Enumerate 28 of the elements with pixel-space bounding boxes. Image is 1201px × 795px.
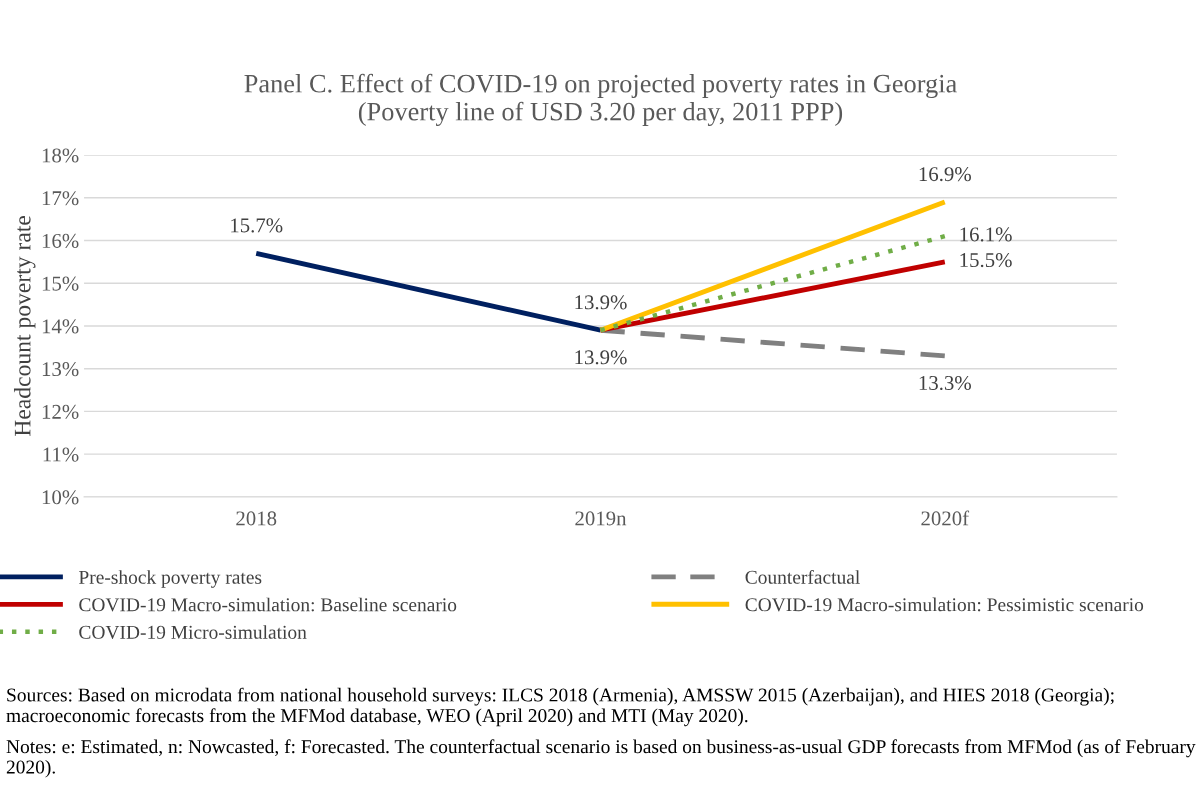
legend-label: COVID-19 Micro-simulation	[79, 625, 307, 639]
y-tick-label: 17%	[42, 191, 79, 206]
legend-label: Counterfactual	[745, 569, 860, 584]
y-tick-label: 12%	[42, 404, 79, 419]
text: Notes: e: Estimated, n: Nowcasted, f: Forecasted. The counterfactual scenario is based on business-as-usual GDP forecasts from MFMod (as of February 2020).	[6, 739, 1196, 778]
y-axis-title: Headcount poverty rate	[13, 215, 36, 437]
y-tick-label: 13%	[42, 362, 79, 377]
data-label: 16.1%	[960, 227, 1012, 242]
y-tick-label: 15%	[42, 276, 79, 291]
data-label: 15.5%	[960, 253, 1012, 268]
data-label: 15.7%	[231, 218, 283, 233]
y-tick-label: 16%	[42, 233, 79, 248]
y-tick-label: 10%	[42, 490, 79, 505]
data-label: 13.9%	[575, 295, 627, 310]
x-tick-label: 2018	[236, 511, 277, 526]
chart-title: Panel C. Effect of COVID-19 on projected poverty rates in Georgia (Poverty line of USD 3.20 per day, 2011 PPP)	[244, 73, 957, 126]
legend-label: COVID-19 Macro-simulation: Pessimistic scenario	[745, 597, 1144, 612]
y-tick-label: 11%	[43, 447, 79, 462]
y-tick-label: 18%	[42, 148, 79, 163]
legend-label: COVID-19 Macro-simulation: Baseline scenario	[79, 597, 457, 612]
data-label: 13.9%	[575, 350, 627, 365]
data-label: 13.3%	[919, 375, 971, 391]
y-tick-label: 14%	[42, 319, 79, 334]
x-tick-label: 2020f	[921, 510, 970, 526]
source-note: Sources: Based on microdata from national household surveys: ILCS 2018 (Armenia), AMSSW 2015 (Azerbaijan), and HIES 2018 (Georgia); macroeconomic forecasts from the MFMod database, WEO (April 2020) and MTI (May 2020).	[6, 687, 1114, 727]
legend-label: Pre-shock poverty rates	[78, 570, 262, 588]
data-label: 16.9%	[919, 167, 971, 182]
x-tick-label: 2019n	[575, 511, 627, 526]
